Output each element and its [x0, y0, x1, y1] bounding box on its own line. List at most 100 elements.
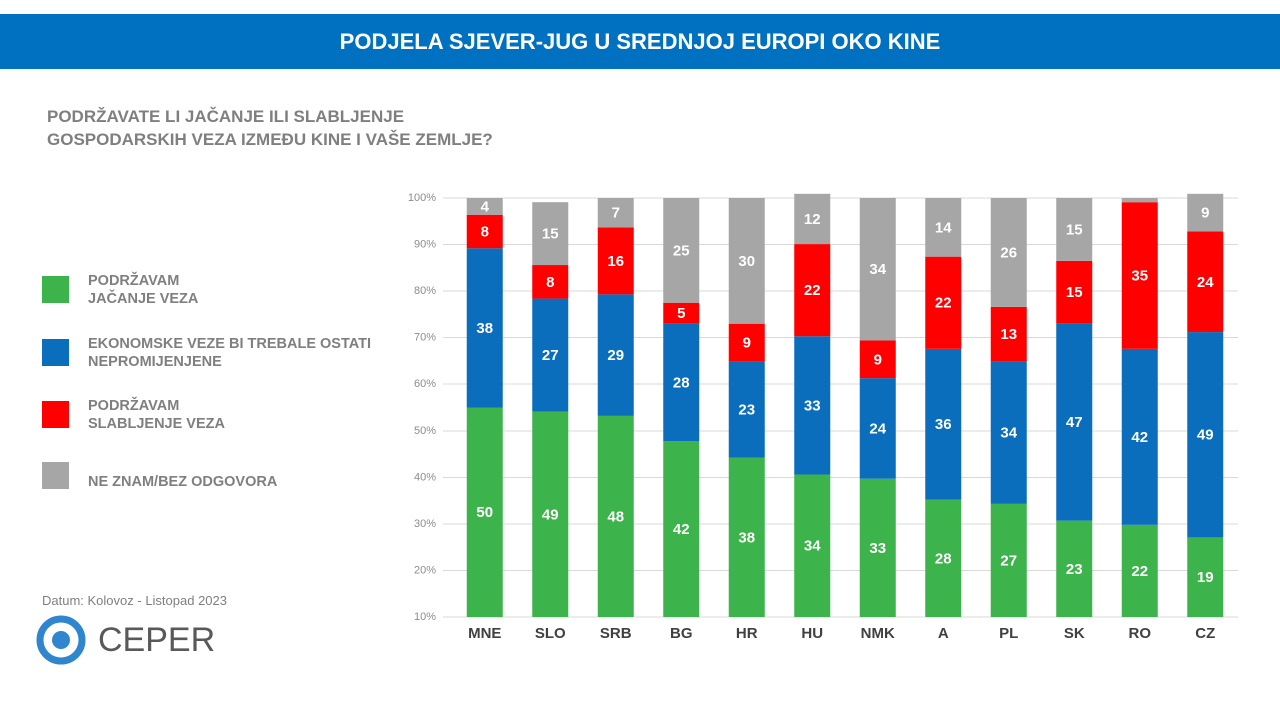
bar-segment: [990, 306, 1027, 362]
bar-segment: [597, 227, 634, 295]
bar-segment: [925, 256, 962, 349]
legend-label: PODRŽAVAM JAČANJE VEZA: [88, 273, 199, 307]
x-tick-label: NMK: [861, 625, 895, 642]
bar-segment: [532, 411, 569, 617]
bar-segment: [532, 298, 569, 412]
x-tick-label: A: [938, 625, 949, 642]
data-label: 9: [743, 335, 751, 352]
bar-segment: [794, 474, 831, 617]
logo-ring: [36, 615, 86, 665]
y-tick-label: 10%: [414, 611, 436, 623]
bar-segment: [925, 499, 962, 617]
bar-segment: [1056, 323, 1093, 521]
legend-swatch: [42, 276, 69, 303]
data-label: 34: [869, 261, 886, 278]
logo: CEPER: [36, 615, 215, 665]
x-tick-label: HR: [736, 625, 758, 642]
x-tick-label: PL: [999, 625, 1018, 642]
data-label: 22: [935, 295, 952, 312]
legend-swatch: [42, 339, 69, 366]
data-label: 16: [607, 253, 624, 270]
data-label: 47: [1066, 414, 1083, 431]
bar-segment: [466, 248, 503, 408]
data-label: 26: [1000, 244, 1017, 261]
data-label: 23: [738, 402, 755, 419]
bar-segment: [1187, 537, 1224, 617]
bar-segment: [728, 198, 765, 324]
bar-segment: [1187, 332, 1224, 538]
bar-segment: [990, 198, 1027, 307]
bar-segment: [794, 244, 831, 337]
bar-segment: [1056, 260, 1093, 324]
bar-segment: [1187, 231, 1224, 333]
bar-segment: [1187, 193, 1224, 232]
data-label: 15: [542, 226, 559, 243]
data-label: 27: [1000, 552, 1017, 569]
data-label: 34: [1000, 425, 1017, 442]
bar-segment: [663, 302, 700, 324]
x-tick-label: BG: [670, 625, 693, 642]
legend-swatch: [42, 401, 69, 428]
bar-segment: [466, 407, 503, 617]
bar-segment: [1121, 524, 1158, 617]
data-label: 36: [935, 416, 952, 433]
data-label: 19: [1197, 569, 1214, 586]
data-label: 38: [476, 320, 493, 337]
data-label: 34: [804, 538, 821, 555]
data-label: 24: [869, 420, 886, 437]
legend-label: NE ZNAM/BEZ ODGOVORA: [88, 474, 278, 490]
bar-segment: [663, 323, 700, 442]
x-tick-label: MNE: [468, 625, 501, 642]
y-tick-label: 70%: [414, 331, 436, 343]
data-label: 23: [1066, 561, 1083, 578]
bar-segment: [859, 478, 896, 617]
bar-segment: [925, 198, 962, 257]
data-label: 12: [804, 211, 821, 228]
y-tick-label: 100%: [408, 192, 436, 204]
bar-segment: [728, 323, 765, 362]
data-label: 22: [804, 282, 821, 299]
bar-segment: [597, 294, 634, 416]
data-label: 35: [1131, 267, 1148, 284]
data-label: 25: [673, 242, 690, 259]
y-tick-label: 30%: [414, 518, 436, 530]
x-tick-label: CZ: [1195, 625, 1215, 642]
data-label: 15: [1066, 284, 1083, 301]
bar-segment: [1121, 198, 1158, 203]
bar-segment: [728, 361, 765, 458]
bar-segment: [990, 361, 1027, 504]
bar-segment: [1121, 202, 1158, 349]
data-label: 15: [1066, 221, 1083, 238]
y-tick-label: 80%: [414, 285, 436, 297]
logo-text: CEPER: [98, 621, 215, 659]
bar-segment: [466, 198, 503, 215]
y-tick-label: 50%: [414, 425, 436, 437]
logo-dot: [52, 631, 70, 649]
data-label: 38: [738, 529, 755, 546]
data-label: 8: [546, 274, 554, 291]
data-label: 42: [673, 521, 690, 538]
bar-segment: [663, 441, 700, 617]
bar-segment: [925, 348, 962, 500]
bar-segment: [859, 198, 896, 341]
bar-segment: [859, 378, 896, 479]
bar-segment: [597, 415, 634, 617]
bar-segment: [990, 503, 1027, 617]
legend-label: PODRŽAVAM SLABLJENJE VEZA: [88, 398, 225, 432]
data-label: 29: [607, 347, 624, 364]
data-label: 28: [673, 374, 690, 391]
bar-segment: [1056, 520, 1093, 617]
bar-segment: [859, 340, 896, 379]
x-tick-label: SRB: [600, 625, 632, 642]
data-label: 48: [607, 508, 624, 525]
x-tick-label: HU: [801, 625, 823, 642]
data-label: 8: [481, 223, 489, 240]
data-label: 9: [1201, 205, 1209, 222]
y-tick-label: 20%: [414, 564, 436, 576]
y-tick-label: 40%: [414, 471, 436, 483]
bar-segment: [794, 193, 831, 245]
data-label: 13: [1000, 326, 1017, 343]
data-label: 7: [612, 205, 620, 222]
